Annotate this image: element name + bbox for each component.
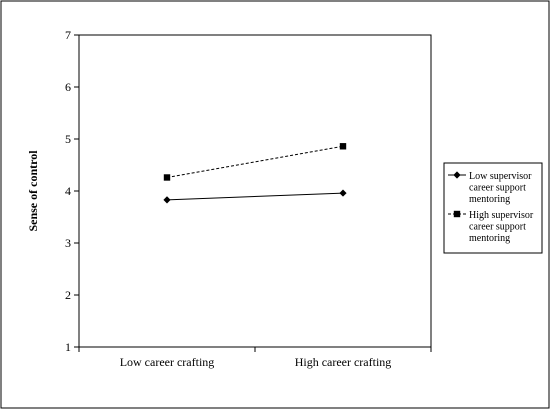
- data-point: [163, 174, 171, 181]
- data-point: [339, 189, 347, 197]
- y-axis: 1 2 3 4 5 6 7: [65, 28, 79, 354]
- y-tick-label: 7: [65, 28, 71, 42]
- legend-label: mentoring: [469, 194, 510, 205]
- y-tick-label: 3: [65, 236, 71, 250]
- legend-label: career support: [469, 222, 526, 233]
- legend-label: mentoring: [469, 233, 510, 244]
- data-point: [339, 143, 347, 150]
- series-line: [166, 192, 344, 201]
- y-tick-label: 1: [65, 340, 71, 354]
- series-2: [163, 143, 347, 181]
- legend-marker: [453, 210, 461, 218]
- legend-label: High supervisor: [469, 210, 534, 221]
- y-tick-label: 4: [65, 184, 71, 198]
- legend-label: career support: [469, 183, 526, 194]
- y-tick-label: 6: [65, 80, 71, 94]
- y-tick-label: 5: [65, 132, 71, 146]
- series-layer: [163, 143, 347, 204]
- x-tick-label: Low career crafting: [120, 355, 215, 369]
- legend-label: Low supervisor: [469, 171, 532, 182]
- y-tick-label: 2: [65, 288, 71, 302]
- data-point: [163, 196, 171, 204]
- legend-box: [443, 162, 543, 254]
- legend-marker: [453, 171, 461, 179]
- x-tick-label: High career crafting: [295, 355, 392, 369]
- y-axis-label: Sense of control: [26, 150, 40, 232]
- x-axis: Low career crafting High career crafting: [78, 347, 432, 369]
- series-1: [163, 189, 347, 204]
